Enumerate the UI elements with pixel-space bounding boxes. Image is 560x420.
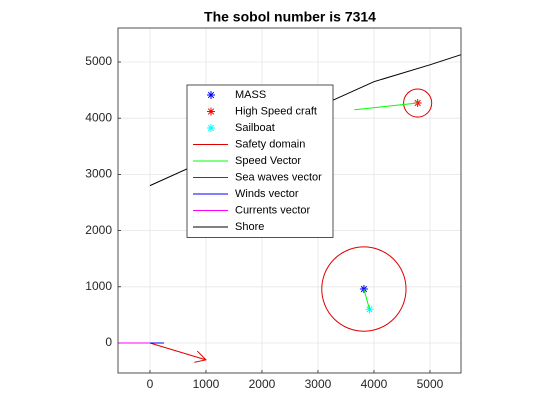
safety-circle xyxy=(321,246,407,332)
marker xyxy=(413,99,422,108)
series-line xyxy=(149,342,206,360)
legend-label: Sailboat xyxy=(235,122,275,134)
axes-box xyxy=(117,27,462,374)
x-tick-label: 0 xyxy=(147,377,154,391)
y-tick-label: 1000 xyxy=(85,279,112,293)
legend-label: Speed Vector xyxy=(235,155,301,167)
x-tick-label: 5000 xyxy=(417,377,444,391)
y-tick-label: 0 xyxy=(105,335,112,349)
safety-circle xyxy=(403,88,433,118)
y-tick-label: 2000 xyxy=(85,223,112,237)
legend-label: Shore xyxy=(235,221,264,233)
chart-title: The sobol number is 7314 xyxy=(204,9,376,25)
x-tick-label: 2000 xyxy=(249,377,276,391)
series-line xyxy=(363,288,370,310)
legend-label: MASS xyxy=(235,89,266,101)
y-tick-label: 3000 xyxy=(85,167,112,181)
y-tick-label: 5000 xyxy=(85,54,112,68)
x-tick-label: 4000 xyxy=(361,377,388,391)
x-tick-label: 3000 xyxy=(305,377,332,391)
series-line xyxy=(354,102,418,111)
legend-label: Currents vector xyxy=(235,204,311,216)
marker xyxy=(359,285,368,294)
x-tick-label: 1000 xyxy=(193,377,220,391)
legend-label: Sea waves vector xyxy=(235,171,322,183)
legend-label: Winds vector xyxy=(235,188,299,200)
legend-marker xyxy=(207,124,215,132)
legend-label: Safety domain xyxy=(235,138,305,150)
y-tick-label: 4000 xyxy=(85,110,112,124)
legend-label: High Speed craft xyxy=(235,105,317,117)
legend: MASS High Speed craft Sailboat Safety domai… xyxy=(186,84,334,238)
legend-marker xyxy=(207,91,215,99)
legend-marker xyxy=(207,107,215,116)
